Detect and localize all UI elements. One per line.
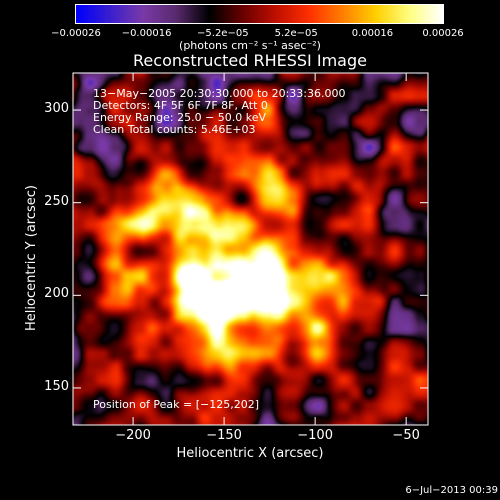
colorbar-tick-label: −0.00016 <box>121 28 172 39</box>
x-tick-label: −50 <box>392 428 420 443</box>
annotation-clean: Clean Total counts: 5.46E+03 <box>93 123 256 136</box>
footer-date: 6−Jul−2013 00:39 <box>405 485 498 496</box>
colorbar <box>75 4 444 24</box>
x-axis-label: Heliocentric X (arcsec) <box>176 446 324 461</box>
colorbar-tick-label: −0.00026 <box>51 28 101 39</box>
y-axis-label: Heliocentric Y (arcsec) <box>24 185 39 331</box>
colorbar-tick-label: 5.2e−05 <box>274 28 318 39</box>
colorbar-tick-label: −5.2e−05 <box>197 28 249 39</box>
y-tick-label: 300 <box>44 101 69 117</box>
peak-position-label: Position of Peak = [−125,202] <box>93 398 260 411</box>
y-tick-label: 200 <box>44 286 69 302</box>
y-tick-label: 250 <box>44 193 69 209</box>
colorbar-tick-label: 0.00026 <box>422 28 464 39</box>
chart-title: Reconstructed RHESSI Image <box>133 51 367 70</box>
annotation-energy: Energy Range: 25.0 − 50.0 keV <box>93 111 267 124</box>
x-tick-label: −150 <box>206 428 242 443</box>
colorbar-tick-label: 0.00016 <box>351 28 394 39</box>
x-tick-label: −100 <box>297 428 333 443</box>
y-tick-label: 150 <box>44 378 69 394</box>
annotation-time: 13−May−2005 20:30:30.000 to 20:33:36.000 <box>93 87 346 100</box>
colorbar-unit-label: (photons cm⁻² s⁻¹ asec⁻²) <box>179 39 321 52</box>
x-tick-label: −200 <box>115 428 151 443</box>
annotation-detectors: Detectors: 4F 5F 6F 7F 8F, Att 0 <box>93 99 268 112</box>
